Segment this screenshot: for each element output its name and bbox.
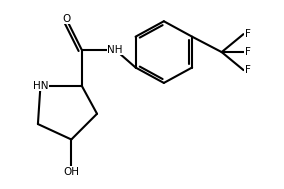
Text: NH: NH <box>107 45 123 54</box>
Text: O: O <box>62 14 70 24</box>
Text: OH: OH <box>63 167 79 177</box>
Text: F: F <box>245 65 251 75</box>
Text: F: F <box>245 29 251 39</box>
Text: HN: HN <box>33 81 48 91</box>
Text: F: F <box>245 47 251 57</box>
